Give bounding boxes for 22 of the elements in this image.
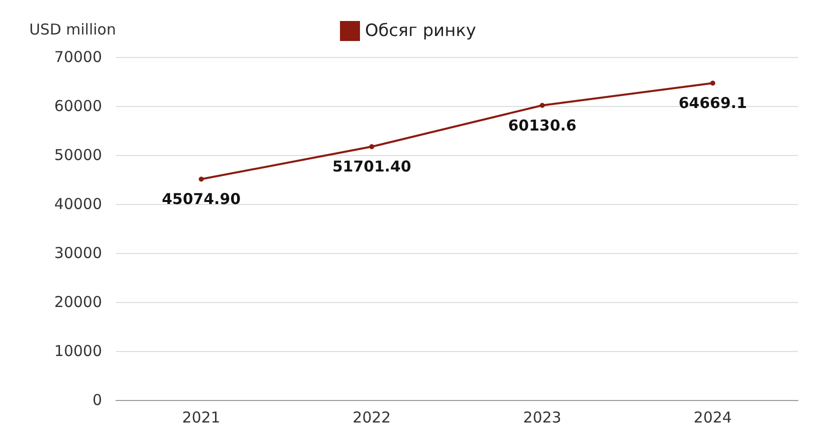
legend-label: Обсяг ринку bbox=[364, 21, 476, 41]
x-tick-label: 2022 bbox=[352, 408, 391, 426]
y-tick-label: 30000 bbox=[54, 244, 102, 262]
y-tick-label: 0 bbox=[92, 391, 102, 409]
y-tick-label: 20000 bbox=[54, 293, 102, 311]
data-label: 45074.90 bbox=[162, 190, 241, 208]
y-tick-label: 50000 bbox=[54, 146, 102, 164]
x-tick-label: 2023 bbox=[523, 408, 562, 426]
y-tick-label: 60000 bbox=[54, 97, 102, 115]
data-label: 51701.40 bbox=[332, 158, 412, 176]
point bbox=[710, 80, 716, 86]
data-label: 64669.1 bbox=[678, 94, 747, 112]
x-tick-label: 2021 bbox=[182, 408, 220, 426]
point bbox=[540, 102, 545, 108]
y-axis-title: USD million bbox=[29, 20, 116, 38]
point bbox=[198, 176, 204, 182]
y-tick-label: 10000 bbox=[54, 342, 102, 360]
x-tick-label: 2024 bbox=[694, 408, 732, 426]
y-tick-label: 70000 bbox=[54, 48, 102, 66]
data-label: 60130.6 bbox=[508, 116, 576, 134]
y-tick-label: 40000 bbox=[54, 195, 102, 213]
point bbox=[369, 144, 374, 150]
